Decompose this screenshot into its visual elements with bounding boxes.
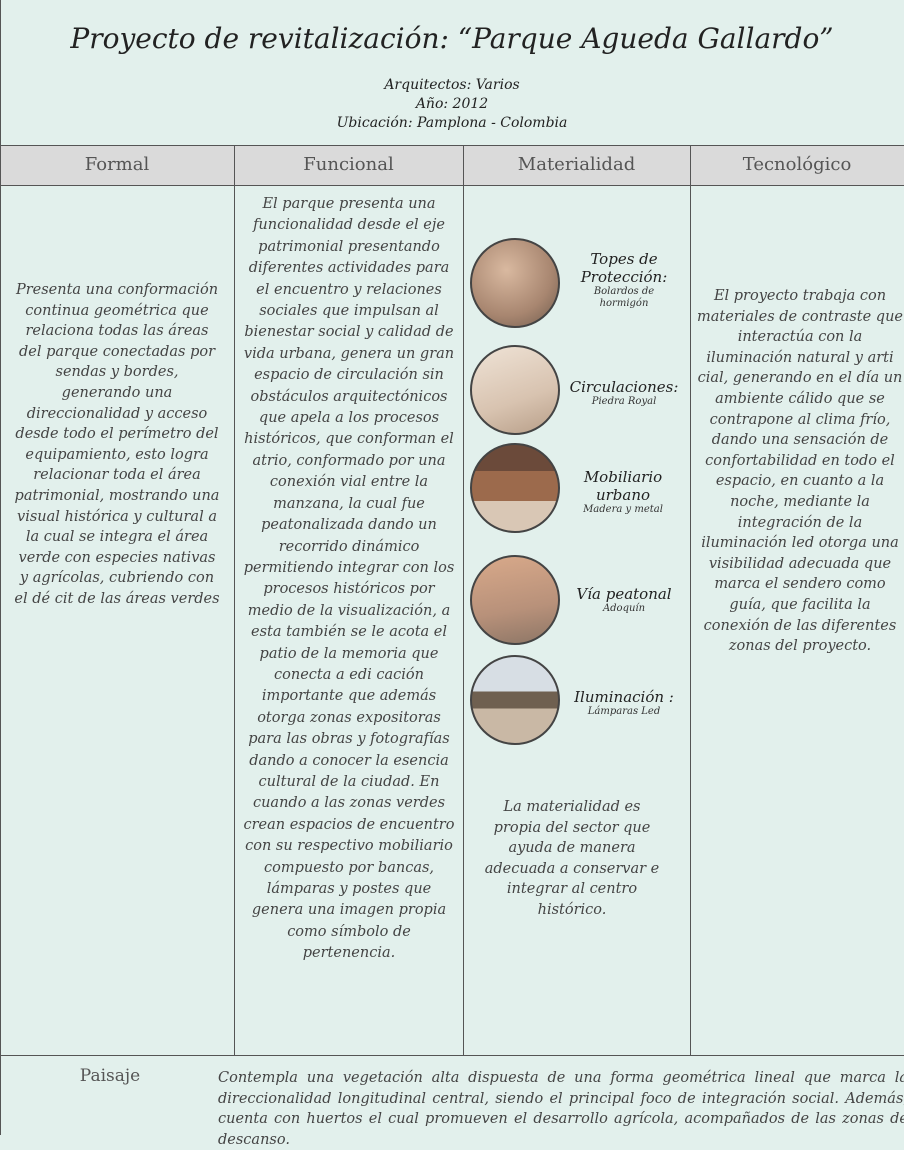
column-header: Formal <box>84 154 150 175</box>
photo <box>470 443 560 533</box>
material-item: Mobiliario urbano Madera y metal <box>578 468 668 516</box>
rule <box>0 185 904 186</box>
material-item: Iluminación : Lámparas Led <box>562 688 686 718</box>
photo <box>470 238 560 328</box>
material-subtitle: Lámparas Led <box>587 706 661 717</box>
info-line: Ubicación: Pamplona - Colombia <box>336 115 568 131</box>
photo <box>470 345 560 435</box>
material-title: Circulaciones: <box>569 378 679 396</box>
tecnologico-text: El proyecto trabaja con materiales de co… <box>696 288 903 655</box>
rule <box>0 145 904 146</box>
info-line: Año: 2012 <box>415 96 489 112</box>
rule <box>0 0 1 1135</box>
funcional-text: El parque presenta una funcionalidad des… <box>243 196 455 962</box>
material-subtitle: Piedra Royal <box>591 396 657 407</box>
material-subtitle: Adoquín <box>602 603 646 614</box>
rule <box>690 145 691 1055</box>
materialidad-note: La materialidad es propia del sector que… <box>484 799 660 918</box>
column-header: Tecnológico <box>742 154 852 175</box>
material-title: Iluminación : <box>574 688 674 706</box>
header-row <box>0 145 904 185</box>
material-subtitle: Bolardos de hormigón <box>593 286 655 309</box>
material-title: Vía peatonal <box>576 585 672 603</box>
material-subtitle: Madera y metal <box>583 504 663 515</box>
material-item: Vía peatonal Adoquín <box>562 585 686 615</box>
column-header: Funcional <box>303 154 394 175</box>
column-header: Materialidad <box>517 154 636 175</box>
header-info: Arquitectos: Varios Año: 2012 Ubicación:… <box>0 76 904 133</box>
footer-label: Paisaje <box>79 1066 141 1086</box>
material-title: Mobiliario urbano <box>583 468 663 504</box>
material-title: Topes de Protección: <box>580 250 668 286</box>
info-line: Arquitectos: Varios <box>384 77 520 93</box>
formal-text: Presenta una conformación continua geomé… <box>14 282 220 607</box>
title: Proyecto de revitalización: “Parque Ague… <box>70 22 834 55</box>
rule <box>234 145 235 1055</box>
footer-text: Contempla una vegetación alta dispuesta … <box>218 1070 904 1148</box>
photo <box>470 555 560 645</box>
material-item: Topes de Protección: Bolardos de hormigón <box>562 250 686 310</box>
photo <box>470 655 560 745</box>
material-item: Circulaciones: Piedra Royal <box>562 378 686 408</box>
rule <box>0 1055 904 1056</box>
rule <box>463 145 464 1055</box>
